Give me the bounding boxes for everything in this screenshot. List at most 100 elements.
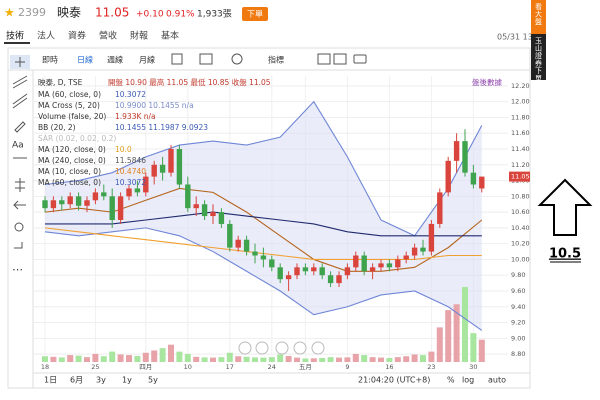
order-button[interactable] [242, 7, 268, 21]
chart-frame [7, 47, 531, 389]
range-button[interactable]: 6月 [70, 376, 83, 385]
volume-bar [84, 357, 90, 362]
candle-body [176, 149, 183, 185]
candle-body [193, 204, 199, 209]
candle-body [50, 200, 57, 209]
nav-button[interactable] [311, 341, 325, 355]
banner-char: 盤 [535, 17, 542, 26]
axis-option[interactable]: % [447, 376, 455, 385]
volume-bar [453, 304, 460, 362]
camera-icon[interactable] [353, 54, 367, 64]
y-tick-label: 11.20 [511, 161, 530, 169]
volume-bar [352, 353, 359, 362]
volume-bar [369, 357, 376, 362]
stock-code: 2399 [18, 6, 46, 19]
indicator-line [44, 227, 483, 331]
cursor-tool[interactable] [15, 57, 25, 67]
volume-bar [445, 310, 452, 362]
candle-body [185, 184, 191, 209]
banner-char: 單 [535, 75, 542, 83]
axis-option[interactable]: auto [488, 376, 506, 385]
volume-bar [109, 351, 116, 362]
legend-value: 1.933K n/a [115, 112, 156, 121]
y-tick-label: 12.00 [511, 98, 530, 106]
channel-tool[interactable] [12, 93, 28, 109]
candle-body [75, 196, 82, 206]
tab[interactable]: 技術 [6, 30, 24, 42]
banner-order[interactable] [531, 34, 546, 80]
x-tick-label: 23 [427, 363, 435, 371]
candle-body [277, 267, 283, 280]
nav-button[interactable] [255, 341, 269, 355]
banner-char: 大 [535, 10, 542, 19]
volume-bar [386, 357, 393, 362]
volume-bar [294, 357, 300, 362]
settings-icon[interactable] [231, 53, 243, 65]
range-button[interactable]: 1日 [44, 376, 57, 385]
range-button[interactable]: 1y [122, 376, 132, 385]
x-tick-label: 五月 [299, 363, 312, 371]
candle-body [269, 259, 275, 268]
undo-icon[interactable] [317, 53, 331, 65]
toolbar-button[interactable]: 週線 [107, 55, 123, 65]
candle-body [59, 200, 65, 205]
indicator-line [45, 211, 482, 237]
volume-bar [260, 357, 267, 362]
volume-bar [50, 356, 57, 362]
tab[interactable]: 資券 [68, 30, 86, 42]
more-tool[interactable]: ⋯ [12, 263, 23, 276]
candle-icon[interactable] [171, 53, 183, 65]
volume-bar [75, 355, 82, 362]
order-button-label[interactable]: 下單 [247, 10, 263, 19]
volume-bar [285, 356, 292, 362]
zoom-tool[interactable] [14, 222, 24, 232]
redo-icon[interactable] [333, 53, 347, 65]
legend-ohlc: 開盤 10.90 最高 11.05 最低 10.85 收盤 11.05 [108, 77, 271, 87]
back-tool[interactable] [13, 200, 26, 210]
candle-body [109, 196, 115, 220]
volume-bar [92, 353, 99, 362]
volume: 1,933張 [197, 9, 232, 20]
toolbar-button[interactable]: 指標 [268, 55, 284, 65]
candle-body [101, 192, 107, 197]
toolbar-button[interactable]: 日線 [77, 55, 93, 65]
candle-body [353, 255, 359, 268]
brush-tool[interactable] [14, 121, 26, 133]
candle-body [210, 212, 216, 217]
nav-button[interactable] [275, 341, 289, 355]
axis-option[interactable]: log [462, 376, 474, 385]
nav-button[interactable] [238, 341, 252, 355]
bar-icon[interactable] [199, 53, 213, 65]
volume-bar [176, 351, 183, 362]
volume-bar [310, 358, 317, 362]
star-icon[interactable]: ★ [4, 6, 15, 20]
x-tick-label: 17 [226, 363, 234, 371]
banner-market[interactable] [531, 0, 546, 34]
y-tick-label: 10.40 [511, 224, 530, 232]
tab[interactable]: 法人 [37, 30, 55, 42]
banner-char: 下 [535, 67, 542, 75]
candle-body [42, 200, 48, 209]
tab[interactable]: 營收 [99, 30, 117, 42]
tab[interactable]: 財報 [130, 30, 148, 42]
range-button[interactable]: 3y [96, 376, 106, 385]
x-tick-label: 18 [41, 363, 49, 371]
nav-button[interactable] [293, 341, 307, 355]
volume-bar [411, 354, 418, 362]
y-tick-label: 10.00 [511, 255, 530, 263]
volume-bar [478, 339, 485, 362]
text-tool[interactable]: Aa [12, 141, 24, 151]
magnet-tool[interactable] [14, 242, 23, 249]
legend-label: SAR (0.02, 0.02, 0.2) [38, 134, 116, 143]
fib-tool[interactable] [13, 157, 27, 192]
candle-body [411, 247, 418, 256]
range-button[interactable]: 5y [148, 376, 158, 385]
candle-body [311, 267, 317, 272]
tab[interactable]: 基本 [161, 30, 179, 42]
toolbar-button[interactable]: 月線 [139, 55, 155, 65]
toolbar-button[interactable]: 即時 [42, 56, 58, 65]
after-hours[interactable]: 盤後數據 [472, 77, 502, 87]
line-tool[interactable] [12, 75, 28, 89]
candle-body [369, 267, 376, 272]
x-tick-label: 16 [385, 363, 393, 371]
